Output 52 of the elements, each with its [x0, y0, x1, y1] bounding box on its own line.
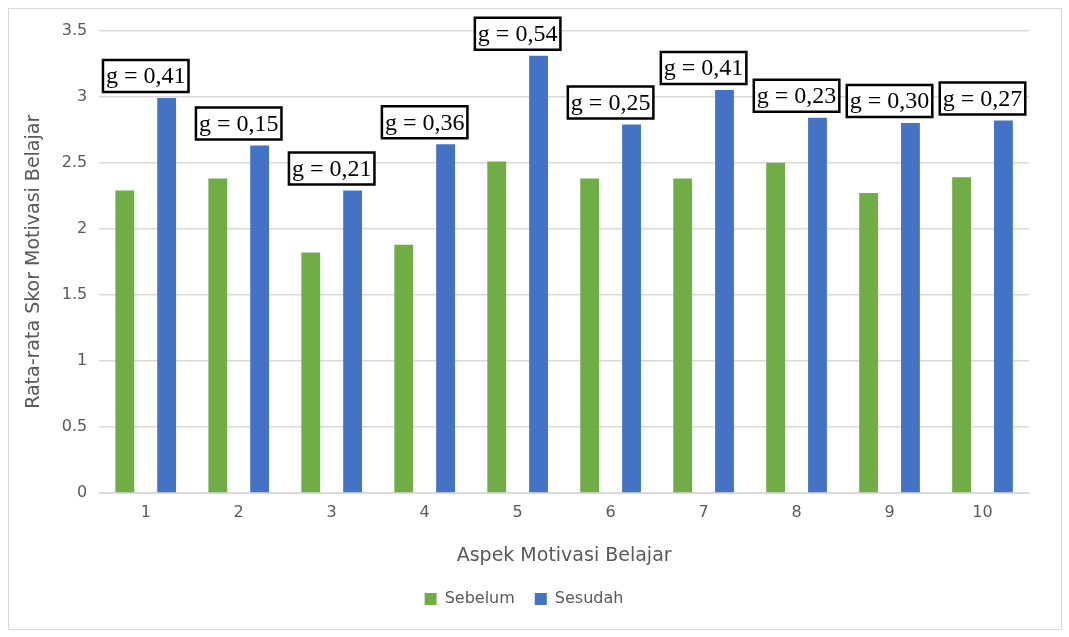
- legend-label: Sebelum: [444, 588, 515, 608]
- x-tick-label: 8: [791, 501, 802, 521]
- y-tick-label: 3.5: [61, 19, 88, 39]
- x-tick-label: 9: [884, 501, 895, 521]
- bar: [994, 120, 1013, 493]
- annotation: g = 0,54: [477, 20, 558, 46]
- y-tick-label: 0.5: [61, 416, 88, 436]
- bar: [808, 117, 827, 493]
- bar: [529, 55, 548, 493]
- bar: [301, 252, 321, 493]
- bar: [343, 190, 363, 493]
- bar: [715, 90, 734, 493]
- bar: [952, 177, 972, 493]
- annotation: g = 0,30: [849, 87, 930, 114]
- bar: [115, 190, 135, 493]
- bar: [859, 193, 879, 493]
- annotation: g = 0,21: [291, 154, 372, 181]
- annotation: g = 0,27: [942, 84, 1023, 111]
- annotation: g = 0,41: [105, 62, 186, 89]
- x-tick-label: 7: [698, 501, 709, 521]
- bar: [250, 145, 270, 493]
- y-tick-label: 1: [77, 350, 88, 370]
- bar: [622, 124, 641, 493]
- x-tick-label: 6: [605, 501, 616, 521]
- bar: [436, 144, 455, 493]
- annotation: g = 0,36: [384, 108, 465, 135]
- y-tick-label: 0: [77, 482, 88, 502]
- bar: [394, 244, 414, 493]
- x-tick-label: 3: [326, 501, 337, 521]
- x-tick-label: 1: [140, 501, 151, 521]
- annotation: g = 0,25: [570, 88, 651, 115]
- y-tick-label: 2: [77, 217, 88, 237]
- y-axis-title: Rata-rata Skor Motivasi Belajar: [21, 114, 44, 409]
- bar: [901, 123, 920, 493]
- bar: [580, 178, 600, 493]
- annotation: g = 0,23: [756, 82, 837, 109]
- bar: [487, 161, 507, 493]
- bar: [208, 178, 228, 493]
- legend-label: Sesudah: [554, 588, 624, 608]
- bar: [157, 97, 177, 493]
- y-tick-label: 1.5: [61, 283, 88, 303]
- annotation: g = 0,41: [663, 54, 744, 81]
- x-tick-label: 5: [512, 501, 523, 521]
- bar: [673, 178, 693, 493]
- y-tick-label: 3: [77, 85, 88, 105]
- x-tick-label: 10: [972, 501, 993, 521]
- bar: [766, 162, 786, 493]
- x-tick-label: 2: [233, 501, 244, 521]
- annotation: g = 0,15: [198, 109, 279, 136]
- y-tick-label: 2.5: [61, 151, 88, 171]
- x-tick-label: 4: [419, 501, 430, 521]
- x-axis-title: Aspek Motivasi Belajar: [456, 542, 672, 565]
